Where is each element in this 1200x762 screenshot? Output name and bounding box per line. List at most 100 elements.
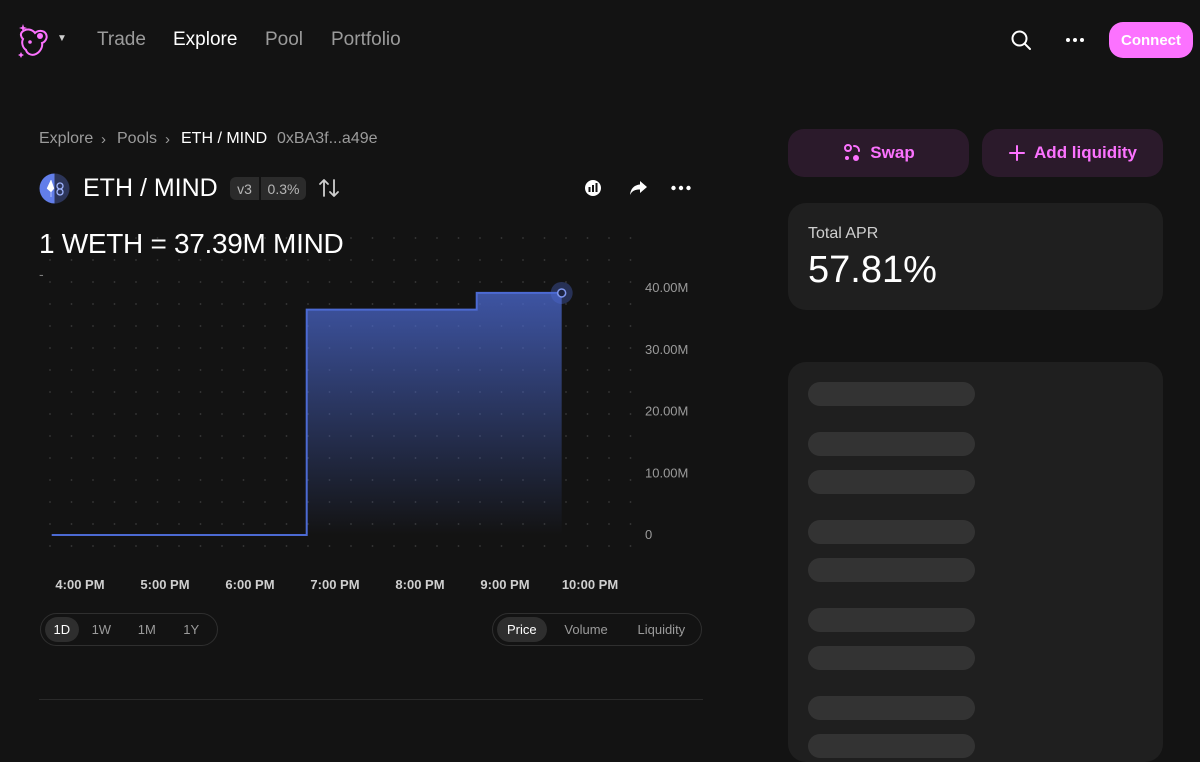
- grid-dot: [242, 545, 245, 547]
- grid-dot: [70, 303, 73, 305]
- swap-button[interactable]: Swap: [788, 129, 969, 177]
- nav-trade[interactable]: Trade: [97, 29, 146, 50]
- nav-portfolio[interactable]: Portfolio: [331, 29, 401, 50]
- grid-dot: [156, 501, 159, 503]
- grid-dot: [629, 523, 632, 525]
- grid-dot: [156, 413, 159, 415]
- grid-dot: [565, 479, 567, 481]
- grid-dot: [328, 259, 331, 261]
- grid-dot: [199, 347, 202, 349]
- grid-dot: [608, 545, 610, 547]
- grid-dot: [285, 545, 288, 547]
- grid-dot: [307, 237, 309, 239]
- uniswap-logo-icon[interactable]: [18, 22, 52, 58]
- grid-dot: [113, 281, 116, 283]
- breadcrumb-current-pool: ETH / MIND: [181, 130, 268, 147]
- grid-dot: [522, 259, 524, 261]
- grid-dot: [135, 369, 137, 371]
- grid-dot: [586, 369, 589, 371]
- grid-dot: [92, 325, 94, 327]
- grid-dot: [92, 545, 94, 547]
- time-range-1d[interactable]: 1D: [45, 617, 79, 642]
- grid-dot: [92, 523, 94, 525]
- grid-dot: [565, 347, 567, 349]
- grid-dot: [156, 259, 159, 261]
- grid-dot: [500, 545, 503, 547]
- grid-dot: [608, 501, 610, 503]
- nav-explore[interactable]: Explore: [173, 29, 238, 50]
- grid-dot: [522, 237, 524, 239]
- grid-dot: [70, 479, 73, 481]
- nav-pool[interactable]: Pool: [265, 29, 304, 50]
- grid-dot: [92, 259, 94, 261]
- grid-dot: [92, 391, 94, 393]
- grid-dot: [156, 303, 159, 305]
- grid-dot: [242, 303, 245, 305]
- connect-button[interactable]: Connect: [1109, 22, 1193, 58]
- grid-dot: [264, 523, 266, 525]
- apr-card: [788, 203, 1163, 310]
- grid-dot: [264, 325, 266, 327]
- section-divider: [39, 699, 703, 700]
- grid-dot: [629, 435, 632, 437]
- grid-dot: [629, 325, 632, 327]
- search-icon[interactable]: [1010, 29, 1032, 51]
- grid-dot: [49, 303, 51, 305]
- chart-mode-price[interactable]: Price: [497, 617, 547, 642]
- breadcrumb-explore[interactable]: Explore: [39, 130, 94, 147]
- grid-dot: [178, 479, 180, 481]
- chart-mode-volume[interactable]: Volume: [564, 622, 608, 637]
- grid-dot: [49, 457, 51, 459]
- grid-dot: [113, 369, 116, 371]
- more-options-icon[interactable]: [670, 177, 692, 199]
- time-range-1w[interactable]: 1W: [91, 622, 112, 637]
- share-icon[interactable]: [627, 177, 649, 199]
- grid-dot: [586, 237, 589, 239]
- price-chart[interactable]: 40.00M 30.00M 20.00M 10.00M 0 4:00 PM 5:00 PM…: [40, 230, 700, 605]
- grid-dot: [436, 545, 438, 547]
- grid-dot: [113, 523, 116, 525]
- etherscan-icon[interactable]: [582, 177, 604, 199]
- grid-dot: [565, 259, 567, 261]
- grid-dot: [479, 281, 481, 283]
- grid-dot: [199, 435, 202, 437]
- chart-mode-liquidity[interactable]: Liquidity: [637, 622, 686, 637]
- grid-dot: [199, 523, 202, 525]
- grid-dot: [264, 281, 266, 283]
- swap-direction-icon[interactable]: [318, 176, 340, 200]
- grid-dot: [629, 237, 632, 239]
- grid-dot: [350, 303, 352, 305]
- grid-dot: [135, 523, 137, 525]
- grid-dot: [285, 523, 288, 525]
- grid-dot: [543, 545, 546, 547]
- add-liquidity-button[interactable]: Add liquidity: [982, 129, 1163, 177]
- grid-dot: [586, 501, 589, 503]
- breadcrumb-pools[interactable]: Pools: [117, 130, 158, 147]
- time-range-1m[interactable]: 1M: [137, 622, 156, 637]
- grid-dot: [113, 259, 116, 261]
- time-range-1y[interactable]: 1Y: [183, 622, 200, 637]
- grid-dot: [586, 281, 589, 283]
- grid-dot: [586, 303, 589, 305]
- grid-dot: [371, 259, 374, 261]
- grid-dot: [178, 413, 180, 415]
- grid-dot: [70, 435, 73, 437]
- grid-dot: [586, 325, 589, 327]
- pool-address[interactable]: 0xBA3f...a49e: [277, 130, 378, 147]
- more-menu-icon[interactable]: [1064, 30, 1086, 50]
- grid-dot: [393, 303, 395, 305]
- logo-menu-caret-icon[interactable]: ▼: [57, 33, 67, 44]
- grid-dot: [92, 457, 94, 459]
- grid-dot: [221, 237, 223, 239]
- grid-dot: [49, 325, 51, 327]
- grid-dot: [156, 457, 159, 459]
- connect-button-label: Connect: [1121, 31, 1181, 49]
- grid-dot: [242, 523, 245, 525]
- grid-dot: [49, 281, 51, 283]
- grid-dot: [221, 501, 223, 503]
- grid-dot: [543, 237, 546, 239]
- y-axis-tick-label: 30.00M: [645, 342, 688, 357]
- grid-dot: [49, 479, 51, 481]
- grid-dot: [49, 523, 51, 525]
- grid-dot: [199, 457, 202, 459]
